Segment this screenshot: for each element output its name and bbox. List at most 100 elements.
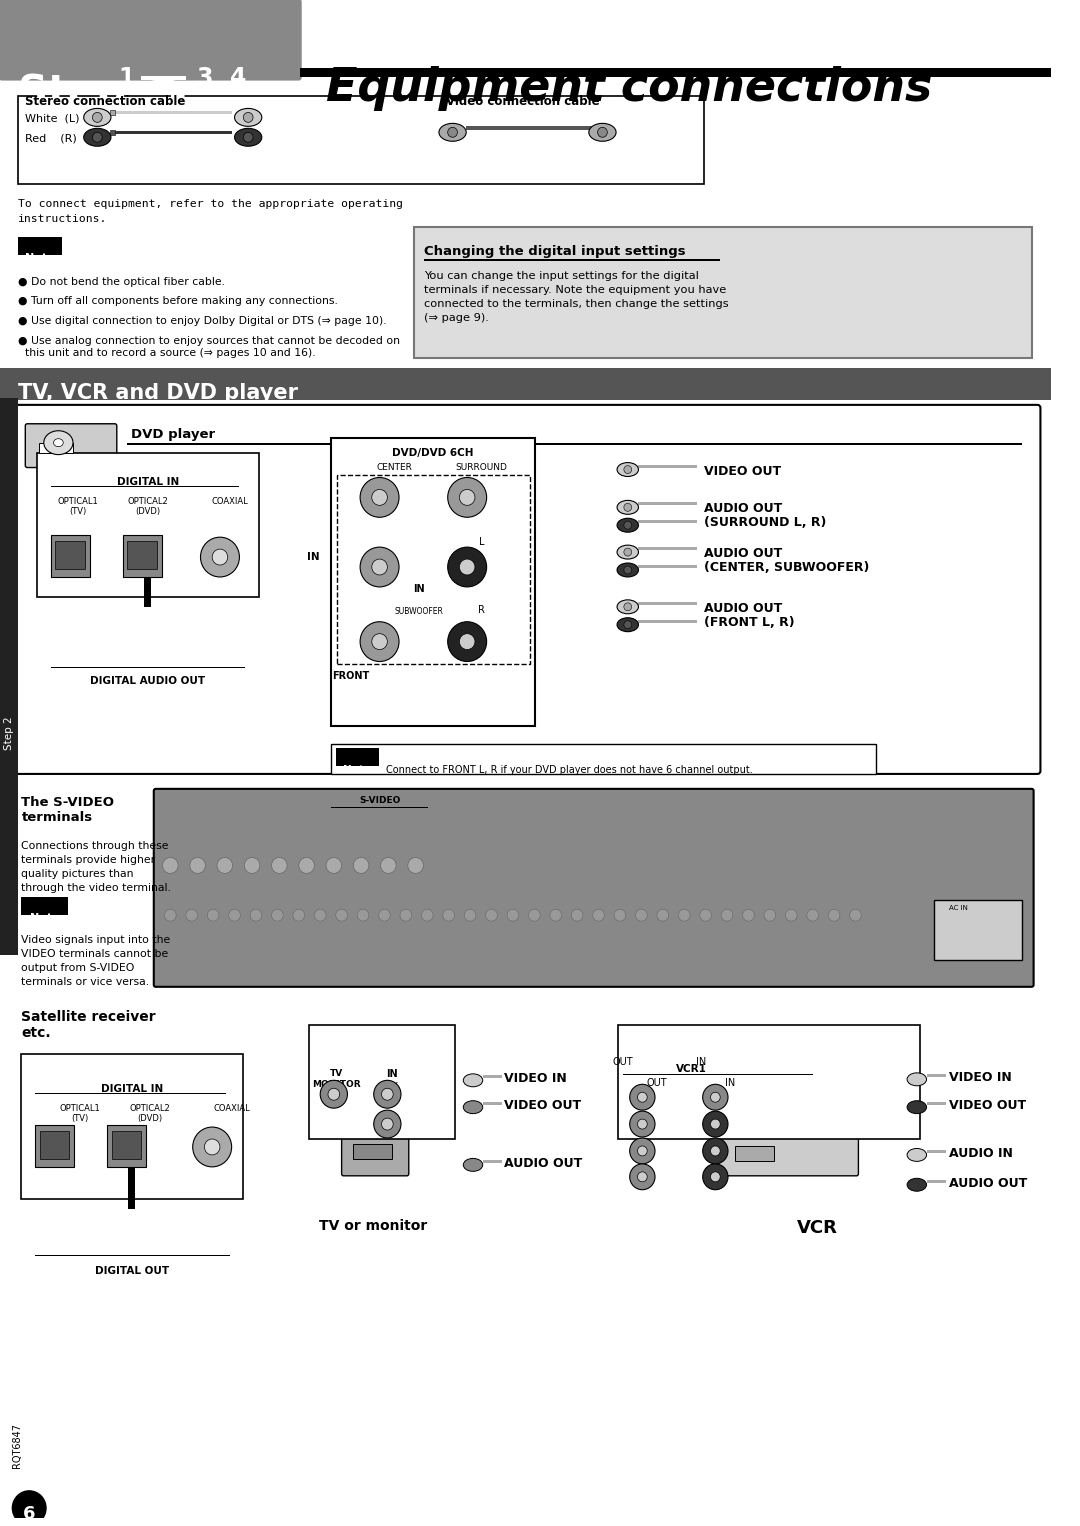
Circle shape <box>162 858 178 873</box>
Bar <box>129 1164 135 1209</box>
Text: AUDIO OUT: AUDIO OUT <box>704 601 782 615</box>
FancyBboxPatch shape <box>341 1132 408 1177</box>
Bar <box>414 227 1031 359</box>
Ellipse shape <box>463 1100 483 1114</box>
Text: Note: Note <box>343 765 372 775</box>
Circle shape <box>217 858 232 873</box>
Circle shape <box>624 566 632 574</box>
Bar <box>618 1024 920 1138</box>
Circle shape <box>630 1164 654 1190</box>
Bar <box>123 536 162 577</box>
Bar <box>638 565 697 568</box>
Circle shape <box>637 1119 647 1129</box>
Text: 6: 6 <box>23 1505 36 1523</box>
Bar <box>638 464 697 467</box>
Text: OPTICAL2: OPTICAL2 <box>127 497 168 507</box>
Text: DIGITAL IN: DIGITAL IN <box>117 478 179 487</box>
Text: RQT6847: RQT6847 <box>12 1422 22 1468</box>
Circle shape <box>360 548 399 588</box>
Circle shape <box>743 909 754 922</box>
Ellipse shape <box>234 128 261 146</box>
Text: (SURROUND L, R): (SURROUND L, R) <box>704 516 826 530</box>
Circle shape <box>336 909 348 922</box>
Text: ● Do not bend the optical fiber cable.: ● Do not bend the optical fiber cable. <box>17 276 225 287</box>
Circle shape <box>764 909 775 922</box>
Circle shape <box>637 1172 647 1181</box>
Text: 3  4: 3 4 <box>197 66 246 90</box>
Text: Video signals input into the
VIDEO terminals cannot be
output from S-VIDEO
termi: Video signals input into the VIDEO termi… <box>22 935 171 987</box>
Circle shape <box>703 1138 728 1164</box>
Bar <box>40 1131 69 1158</box>
Circle shape <box>299 858 314 873</box>
Circle shape <box>381 1119 393 1131</box>
Text: Changing the digital input settings: Changing the digital input settings <box>424 244 686 258</box>
Circle shape <box>597 127 607 137</box>
Text: AC IN: AC IN <box>949 905 968 911</box>
Ellipse shape <box>617 519 638 533</box>
Bar <box>638 601 697 604</box>
Text: (TV): (TV) <box>71 1114 89 1123</box>
Text: DVD player: DVD player <box>132 427 216 441</box>
Text: (FRONT L, R): (FRONT L, R) <box>704 617 794 629</box>
Text: COAXIAL: COAXIAL <box>213 1105 249 1112</box>
Circle shape <box>508 909 518 922</box>
Circle shape <box>271 909 283 922</box>
Bar <box>934 900 1022 960</box>
Ellipse shape <box>44 430 73 455</box>
Text: AUDIO OUT: AUDIO OUT <box>504 1157 582 1170</box>
Bar <box>114 131 231 134</box>
Circle shape <box>244 858 260 873</box>
Bar <box>107 1125 146 1167</box>
Circle shape <box>448 127 458 137</box>
Bar <box>330 438 536 726</box>
Ellipse shape <box>84 128 111 146</box>
Circle shape <box>635 909 647 922</box>
Text: Step 2: Step 2 <box>3 716 14 749</box>
Text: Video connection cable: Video connection cable <box>446 96 599 108</box>
Ellipse shape <box>907 1100 927 1114</box>
Circle shape <box>372 490 388 505</box>
Circle shape <box>204 1138 220 1155</box>
Circle shape <box>186 909 198 922</box>
Text: (TV): (TV) <box>69 507 86 516</box>
Text: TV, VCR and DVD player: TV, VCR and DVD player <box>17 383 297 403</box>
Text: To connect equipment, refer to the appropriate operating
instructions.: To connect equipment, refer to the appro… <box>17 198 403 224</box>
Bar <box>483 1102 502 1105</box>
Circle shape <box>408 858 423 873</box>
Circle shape <box>380 858 396 873</box>
Circle shape <box>93 113 103 122</box>
Circle shape <box>711 1093 720 1102</box>
Circle shape <box>807 909 819 922</box>
Text: OPTICAL2: OPTICAL2 <box>130 1105 171 1112</box>
Circle shape <box>624 522 632 530</box>
Circle shape <box>360 621 399 661</box>
Circle shape <box>630 1111 654 1137</box>
Bar <box>467 127 593 130</box>
Circle shape <box>711 1172 720 1181</box>
Text: AUDIO OUT: AUDIO OUT <box>704 502 782 516</box>
Text: OPTICAL1: OPTICAL1 <box>59 1105 100 1112</box>
Circle shape <box>443 909 455 922</box>
Text: VCR: VCR <box>797 1219 838 1236</box>
Text: FRONT: FRONT <box>332 671 369 682</box>
Circle shape <box>374 1080 401 1108</box>
Circle shape <box>700 909 712 922</box>
Circle shape <box>657 909 669 922</box>
Text: Satellite receiver
etc.: Satellite receiver etc. <box>22 1010 156 1039</box>
Text: IN: IN <box>307 552 320 562</box>
Text: Note: Note <box>30 913 59 923</box>
Bar <box>112 1131 141 1158</box>
Circle shape <box>828 909 840 922</box>
Text: COAXIAL: COAXIAL <box>212 497 248 507</box>
Circle shape <box>374 1109 401 1138</box>
Ellipse shape <box>463 1074 483 1087</box>
Text: L: L <box>480 537 485 548</box>
Bar <box>638 520 697 523</box>
Text: CENTER: CENTER <box>376 462 413 472</box>
Text: White  (L): White (L) <box>25 113 80 124</box>
Text: DVD/DVD 6CH: DVD/DVD 6CH <box>392 447 474 458</box>
Bar <box>330 745 876 774</box>
Text: DIGITAL AUDIO OUT: DIGITAL AUDIO OUT <box>91 676 205 687</box>
Circle shape <box>12 1491 46 1526</box>
Circle shape <box>703 1164 728 1190</box>
